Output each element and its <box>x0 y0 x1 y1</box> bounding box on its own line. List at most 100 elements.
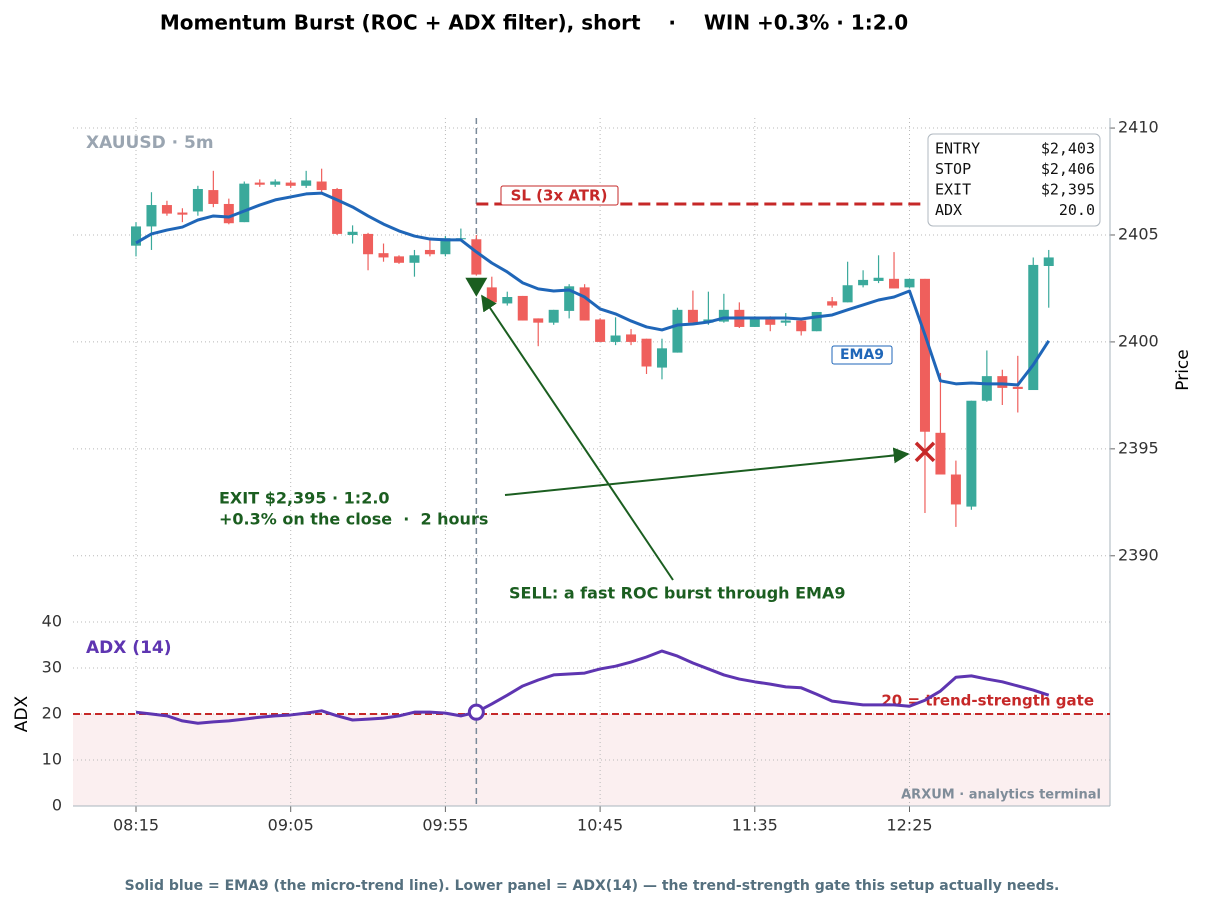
info-key: ENTRY <box>935 140 980 158</box>
candle-body <box>1028 264 1039 391</box>
candle-body <box>502 297 513 304</box>
info-key: STOP <box>935 160 971 178</box>
candle-body <box>641 338 652 367</box>
adx-line <box>135 649 1050 725</box>
watermark: ARXUM · analytics terminal <box>901 788 1101 803</box>
symbol-label: XAUUSD · 5m <box>86 133 214 153</box>
x-tick-label: 08:15 <box>113 816 159 835</box>
info-key: EXIT <box>935 181 971 199</box>
x-tick-label: 10:45 <box>577 816 623 835</box>
info-value: $2,406 <box>1041 160 1095 178</box>
candle-body <box>533 318 544 323</box>
candle-body <box>981 376 992 401</box>
info-value: $2,395 <box>1041 181 1095 199</box>
stop-label-box <box>500 185 619 206</box>
candle-body <box>192 189 203 212</box>
candle-body <box>904 278 915 288</box>
y-axis-label: Price <box>1173 349 1193 390</box>
legend-box <box>831 345 893 365</box>
candle-body <box>827 301 838 306</box>
y-tick-label: 2405 <box>1118 224 1159 243</box>
candle-body <box>842 285 853 303</box>
gate-label: 20 = trend-strength gate <box>881 692 1094 710</box>
candle-body <box>223 203 234 224</box>
candle-body <box>858 279 869 286</box>
candle-body <box>873 277 884 281</box>
candle-body <box>595 319 606 342</box>
legend-label: EMA9 <box>840 347 884 363</box>
candle-body <box>780 320 791 323</box>
candle-body <box>378 253 389 258</box>
adx-tick-label: 0 <box>52 796 62 815</box>
ema-line <box>135 191 1050 387</box>
exit-arrow <box>504 447 910 496</box>
x-tick-label: 12:25 <box>886 816 932 835</box>
candle-body <box>517 295 528 321</box>
candle-body <box>564 286 575 311</box>
candle-body <box>610 335 621 342</box>
candle-body <box>301 180 312 186</box>
footer: Solid blue = EMA9 (the micro-trend line)… <box>125 878 1060 894</box>
candle-body <box>579 287 590 321</box>
y-tick-label: 2395 <box>1118 438 1159 457</box>
candle-body <box>749 319 760 327</box>
candle-body <box>935 432 946 475</box>
plot-area: 08:15 09:05 09:55 10:45 11:35 12:25 2390 2395 24… <box>42 118 1159 835</box>
candle-body <box>889 278 900 289</box>
candle-body <box>393 256 404 263</box>
candle-body <box>718 309 729 322</box>
candle-body <box>161 205 172 214</box>
x-tick-label: 09:55 <box>422 816 468 835</box>
candle-body <box>919 278 930 432</box>
adx-panel-label: ADX (14) <box>86 638 172 658</box>
exit-marker <box>914 441 936 463</box>
candle-body <box>672 309 683 353</box>
candle-body <box>440 238 451 255</box>
chart-title: Momentum Burst (ROC + ADX filter), short… <box>160 11 908 35</box>
candle-body <box>146 205 157 227</box>
info-value: $2,403 <box>1041 140 1095 158</box>
adx-axis-label: ADX <box>12 695 32 732</box>
x-tick-label: 09:05 <box>268 816 314 835</box>
candle-body <box>966 400 977 507</box>
x-tick-label: 11:35 <box>732 816 778 835</box>
entry-marker <box>465 277 488 297</box>
candle-body <box>363 233 374 255</box>
candle-body <box>239 183 250 223</box>
candle-body <box>347 231 358 235</box>
candle-body <box>270 181 281 185</box>
candle-body <box>687 309 698 323</box>
adx-tick-label: 20 <box>42 704 62 723</box>
candle-body <box>997 376 1008 388</box>
candle-body <box>131 226 141 246</box>
candle-body <box>548 309 559 323</box>
candle-body <box>626 334 637 342</box>
candle-body <box>424 249 435 255</box>
info-key: ADX <box>935 201 962 219</box>
adx-tick-label: 30 <box>42 658 62 677</box>
y-tick-label: 2400 <box>1118 331 1159 350</box>
candle-body <box>316 181 327 191</box>
candle-body <box>471 239 482 275</box>
candle-body <box>1012 386 1023 389</box>
candle-body <box>177 212 188 215</box>
y-tick-label: 2390 <box>1118 545 1159 564</box>
candle-body <box>486 287 497 303</box>
stop-label: SL (3x ATR) <box>511 186 608 204</box>
sell-arrow <box>481 294 674 581</box>
sell-note: SELL: a fast ROC burst through EMA9 <box>509 584 845 603</box>
y-tick-label: 2410 <box>1118 118 1159 137</box>
adx-entry-marker <box>467 703 485 721</box>
exit-note: +0.3% on the close · 2 hours <box>219 510 488 529</box>
candle-body <box>950 474 961 505</box>
adx-tick-label: 40 <box>42 612 62 631</box>
adx-tick-label: 10 <box>42 750 62 769</box>
candle-body <box>1043 257 1054 266</box>
candle-body <box>208 190 219 204</box>
exit-note: EXIT $2,395 · 1:2.0 <box>219 489 390 508</box>
candle-body <box>811 311 822 332</box>
info-box <box>927 133 1101 227</box>
candle-body <box>656 348 667 368</box>
candle-body <box>285 182 296 186</box>
